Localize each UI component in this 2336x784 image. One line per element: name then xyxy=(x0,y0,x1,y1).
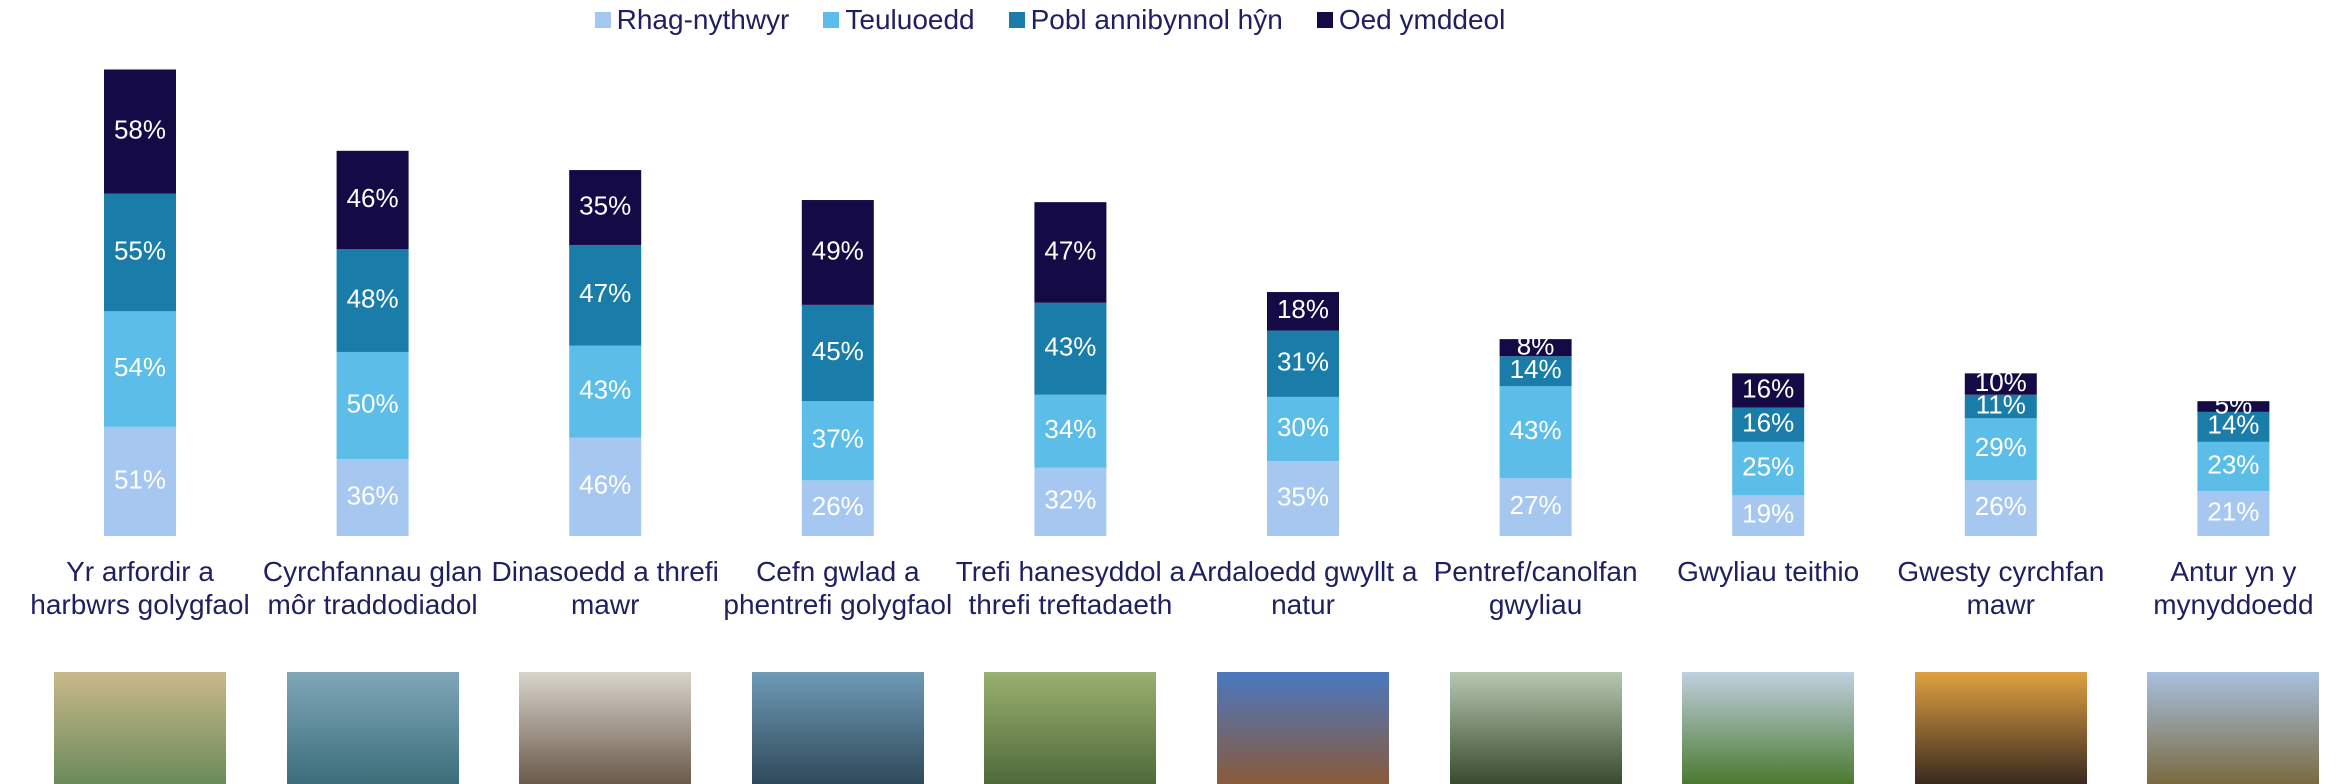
photo xyxy=(519,672,691,784)
data-label: 29% xyxy=(1975,432,2027,462)
data-label: 16% xyxy=(1742,373,1794,403)
x-tick-label: Gwyliau teithio xyxy=(1653,555,1883,588)
x-tick-label: Gwesty cyrchfan mawr xyxy=(1886,555,2116,621)
data-label: 27% xyxy=(1510,490,1562,520)
data-label: 58% xyxy=(114,114,166,144)
data-label: 36% xyxy=(347,480,399,510)
data-label: 5% xyxy=(2215,389,2253,419)
photo xyxy=(54,672,226,784)
data-label: 50% xyxy=(347,388,399,418)
data-label: 51% xyxy=(114,464,166,494)
data-label: 45% xyxy=(812,336,864,366)
data-label: 47% xyxy=(579,278,631,308)
x-tick-label: Antur yn y mynyddoedd xyxy=(2118,555,2336,621)
data-label: 8% xyxy=(1517,331,1555,361)
data-label: 34% xyxy=(1044,414,1096,444)
x-tick-label: Cyrchfannau glan môr traddodiadol xyxy=(258,555,488,621)
data-label: 19% xyxy=(1742,499,1794,529)
data-label: 32% xyxy=(1044,485,1096,515)
data-label: 21% xyxy=(2207,496,2259,526)
data-label: 31% xyxy=(1277,347,1329,377)
data-label: 26% xyxy=(812,491,864,521)
data-label: 37% xyxy=(812,424,864,454)
photo xyxy=(2147,672,2319,784)
data-label: 18% xyxy=(1277,294,1329,324)
x-tick-label: Cefn gwlad a phentrefi golygfaol xyxy=(723,555,953,621)
photo xyxy=(984,672,1156,784)
photo xyxy=(1450,672,1622,784)
data-label: 10% xyxy=(1975,367,2027,397)
x-tick-label: Dinasoedd a threfi mawr xyxy=(490,555,720,621)
photo xyxy=(752,672,924,784)
data-label: 25% xyxy=(1742,451,1794,481)
data-label: 16% xyxy=(1742,408,1794,438)
x-tick-label: Pentref/canolfan gwyliau xyxy=(1421,555,1651,621)
data-label: 55% xyxy=(114,235,166,265)
x-tick-label: Yr arfordir a harbwrs golygfaol xyxy=(25,555,255,621)
plot: 51% 54% 55% 58% 36% 50% 48% 46% 46% 43% 47% 35% 26% 3… xyxy=(0,0,2336,784)
photo xyxy=(287,672,459,784)
data-label: 35% xyxy=(579,190,631,220)
x-tick-label: Trefi hanesyddol a threfi treftadaeth xyxy=(955,555,1185,621)
data-label: 23% xyxy=(2207,449,2259,479)
data-label: 49% xyxy=(812,235,864,265)
data-label: 54% xyxy=(114,352,166,382)
data-label: 48% xyxy=(347,283,399,313)
photo xyxy=(1682,672,1854,784)
data-label: 26% xyxy=(1975,491,2027,521)
data-label: 43% xyxy=(1044,332,1096,362)
chart: Rhag-nythwyrTeuluoeddPobl annibynnol hŷn… xyxy=(0,0,2336,784)
data-label: 46% xyxy=(347,183,399,213)
photo xyxy=(1217,672,1389,784)
photo xyxy=(1915,672,2087,784)
data-label: 43% xyxy=(579,374,631,404)
data-label: 30% xyxy=(1277,412,1329,442)
x-tick-label: Ardaloedd gwyllt a natur xyxy=(1188,555,1418,621)
data-label: 43% xyxy=(1510,415,1562,445)
data-label: 47% xyxy=(1044,235,1096,265)
data-label: 35% xyxy=(1277,481,1329,511)
data-label: 46% xyxy=(579,470,631,500)
